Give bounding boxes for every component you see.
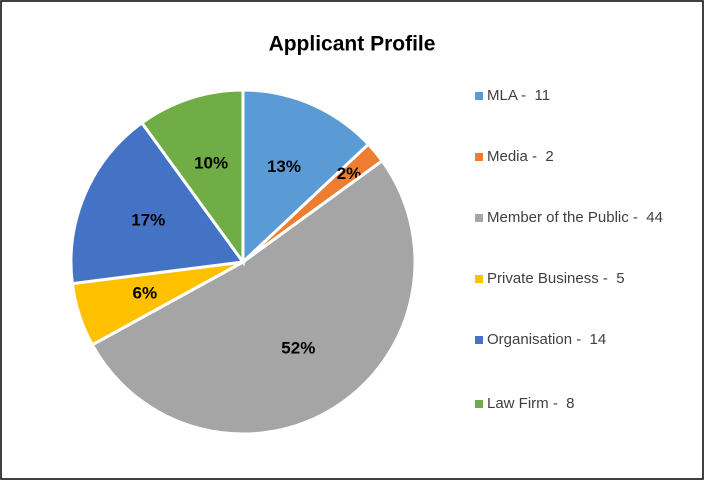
data-label: 2% — [337, 164, 362, 183]
legend-label: MLA - 11 — [487, 87, 551, 104]
chart-title: Applicant Profile — [269, 33, 436, 56]
legend-label: Private Business - 5 — [487, 270, 625, 287]
data-label: 6% — [133, 283, 158, 302]
pie-slice — [139, 88, 245, 267]
pie-slice — [90, 158, 417, 436]
legend-label: Law Firm - 8 — [487, 395, 575, 412]
pie-slice — [241, 88, 371, 266]
pie-slice — [69, 120, 246, 286]
legend-swatch — [475, 92, 483, 100]
legend-swatch — [475, 336, 483, 344]
legend-label: Member of the Public - 44 — [487, 209, 663, 226]
legend-swatch — [475, 153, 483, 161]
legend-swatch — [475, 275, 483, 283]
data-label: 17% — [131, 210, 165, 229]
legend-swatch — [475, 400, 483, 408]
legend-label: Media - 2 — [487, 148, 554, 165]
legend-swatch — [475, 214, 483, 222]
data-label: 10% — [194, 153, 228, 172]
data-label: 52% — [281, 339, 315, 358]
legend-label: Organisation - 14 — [487, 331, 607, 348]
data-label: 13% — [267, 157, 301, 176]
